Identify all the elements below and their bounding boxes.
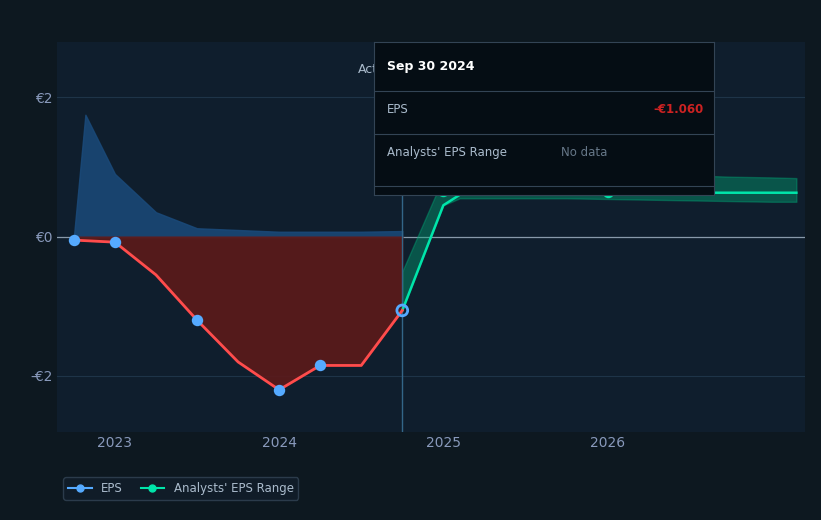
Text: Analysts Forecasts: Analysts Forecasts xyxy=(407,63,524,76)
Text: -€1.060: -€1.060 xyxy=(654,103,704,116)
Text: EPS: EPS xyxy=(388,103,409,116)
Text: Analysts' EPS Range: Analysts' EPS Range xyxy=(388,146,507,159)
Point xyxy=(601,188,614,196)
Text: Sep 30 2024: Sep 30 2024 xyxy=(388,60,475,73)
Point xyxy=(67,236,80,244)
Point xyxy=(437,187,450,196)
Point xyxy=(314,361,327,370)
Text: Actual: Actual xyxy=(358,63,397,76)
Point xyxy=(190,316,204,324)
Point xyxy=(108,238,122,246)
Text: No data: No data xyxy=(561,146,608,159)
Legend: EPS, Analysts' EPS Range: EPS, Analysts' EPS Range xyxy=(63,477,298,500)
Point xyxy=(396,306,409,315)
Point xyxy=(273,386,286,394)
